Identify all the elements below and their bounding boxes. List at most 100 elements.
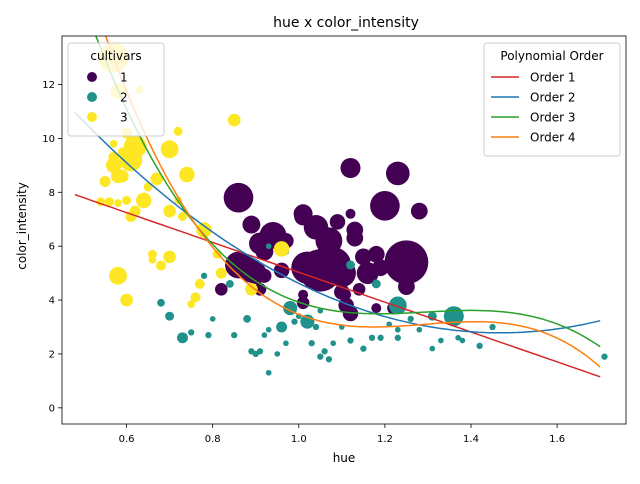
point-cultivar-3 [120, 293, 133, 307]
legend-marker-2 [87, 92, 97, 102]
point-cultivar-2 [407, 315, 414, 323]
point-cultivar-2 [188, 329, 195, 336]
point-cultivar-2 [455, 334, 461, 341]
point-cultivar-2 [209, 316, 216, 322]
point-cultivar-3 [148, 255, 157, 264]
point-cultivar-3 [245, 282, 258, 296]
y-tick-label: 8 [49, 188, 55, 199]
legend-polynomial: Polynomial Order Order 1 Order 2 Order 3 Ord… [483, 42, 621, 157]
point-cultivar-1 [298, 289, 309, 300]
point-cultivar-2 [231, 331, 238, 339]
point-cultivar-1 [257, 268, 272, 283]
point-cultivar-2 [274, 351, 281, 357]
legend-label-order-1: Order 1 [530, 71, 576, 85]
point-cultivar-2 [317, 307, 324, 314]
point-cultivar-2 [177, 332, 188, 344]
point-cultivar-2 [165, 311, 175, 321]
legend-cultivars-title: cultivars [90, 49, 141, 63]
point-cultivar-1 [240, 255, 255, 270]
legend-label-2: 2 [120, 91, 128, 105]
point-cultivar-2 [386, 321, 393, 328]
axes-frame [61, 35, 627, 425]
curve-order-2 [74, 111, 601, 334]
point-cultivar-3 [273, 241, 290, 257]
point-cultivar-1 [214, 282, 228, 296]
point-cultivar-3 [178, 212, 187, 221]
point-cultivar-1 [345, 208, 356, 219]
point-cultivar-3 [122, 195, 132, 205]
point-cultivar-3 [187, 300, 196, 308]
point-cultivar-1 [410, 202, 428, 220]
point-cultivar-2 [200, 272, 208, 279]
point-cultivar-2 [325, 356, 333, 363]
point-cultivar-1 [385, 161, 410, 186]
point-cultivar-3 [156, 260, 166, 271]
x-tick-label: 1.0 [291, 434, 307, 445]
point-cultivar-3 [163, 250, 176, 264]
chart-title: hue x color_intensity [273, 15, 419, 31]
point-cultivar-3 [109, 266, 127, 285]
point-cultivar-2 [489, 323, 496, 331]
point-cultivar-2 [438, 337, 444, 344]
point-cultivar-2 [394, 326, 401, 333]
point-cultivar-2 [346, 260, 355, 270]
point-cultivar-3 [114, 199, 122, 207]
point-cultivar-1 [371, 303, 382, 314]
point-cultivar-3 [115, 169, 129, 183]
point-cultivar-2 [261, 332, 268, 338]
point-cultivar-1 [342, 305, 359, 322]
legend-label-3: 3 [120, 111, 128, 125]
point-cultivar-3 [163, 204, 176, 218]
point-cultivar-3 [143, 182, 153, 192]
legend-polynomial-title: Polynomial Order [500, 49, 603, 63]
point-cultivar-3 [173, 126, 183, 136]
point-cultivar-3 [196, 222, 212, 238]
point-cultivar-3 [108, 151, 120, 163]
point-cultivar-2 [265, 326, 272, 333]
point-cultivar-1 [370, 190, 400, 221]
point-cultivar-2 [265, 243, 272, 250]
legend-polynomial-box [483, 42, 621, 157]
point-cultivar-3 [215, 267, 227, 279]
point-cultivar-3 [139, 199, 148, 207]
point-cultivar-3 [227, 113, 241, 127]
point-cultivar-1 [313, 255, 327, 269]
point-cultivar-1 [293, 204, 313, 224]
point-cultivar-2 [283, 340, 289, 347]
x-tick-label: 1.2 [377, 434, 393, 445]
point-cultivar-2 [300, 314, 315, 329]
point-cultivar-2 [394, 334, 401, 341]
point-cultivar-2 [321, 348, 328, 355]
point-cultivar-2 [252, 350, 259, 358]
point-cultivar-3 [190, 292, 201, 303]
legend-marker-3 [87, 112, 97, 122]
point-cultivar-2 [265, 369, 272, 376]
point-cultivar-2 [291, 318, 298, 325]
curve-order-1 [74, 193, 601, 378]
point-cultivar-2 [476, 342, 483, 350]
point-cultivar-1 [301, 272, 314, 285]
point-cultivar-2 [388, 296, 407, 315]
point-cultivar-2 [371, 279, 381, 289]
point-cultivar-3 [179, 166, 195, 183]
point-cultivar-2 [276, 321, 288, 333]
legend-label-order-2: Order 2 [530, 91, 576, 105]
legend-label-order-3: Order 3 [530, 111, 576, 125]
polynomial-curves [74, 36, 601, 378]
x-axis-label: hue [333, 451, 356, 465]
x-tick-label: 0.6 [119, 434, 135, 445]
point-cultivar-2 [226, 280, 234, 288]
point-cultivar-2 [347, 337, 354, 344]
point-cultivar-3 [194, 278, 205, 289]
point-cultivar-3 [117, 147, 127, 157]
point-cultivar-2 [330, 340, 337, 347]
plot-area: 0.6 0.8 1.0 1.2 1.4 1.6024681012cultivars123P… [42, 35, 627, 445]
point-cultivar-2 [157, 298, 165, 307]
point-cultivar-2 [459, 337, 466, 344]
point-cultivar-1 [341, 289, 352, 300]
legend-label-1: 1 [120, 71, 128, 85]
point-cultivar-2 [377, 334, 384, 341]
legend-cultivars: cultivars 1 2 3 [67, 42, 165, 137]
point-cultivar-1 [355, 248, 372, 266]
point-cultivar-1 [384, 240, 429, 285]
